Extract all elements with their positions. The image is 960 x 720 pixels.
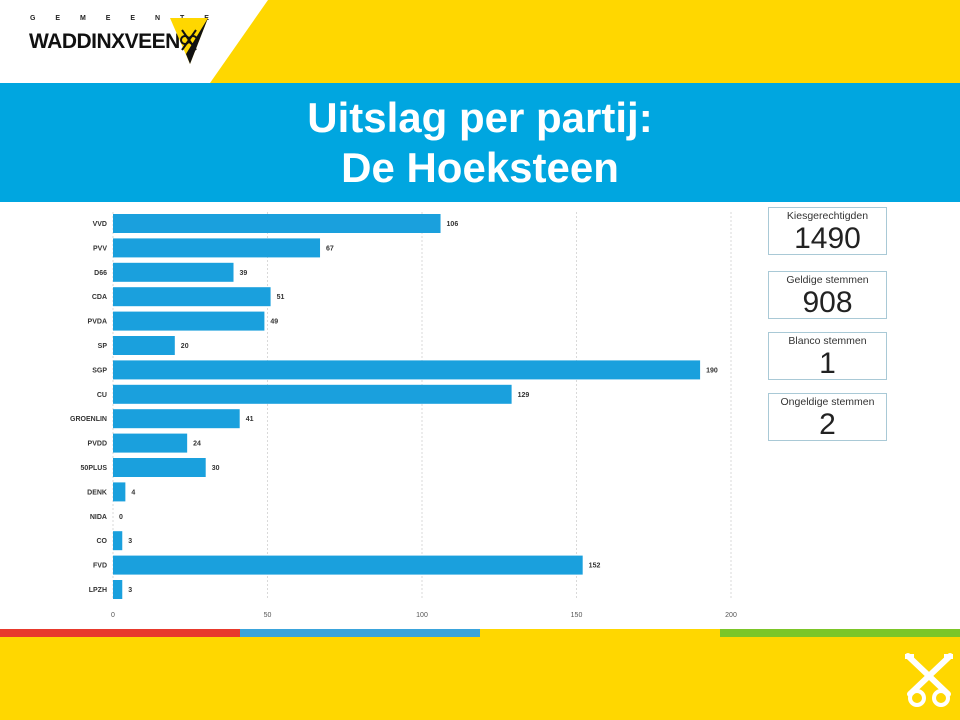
logo-gemeente-text: G E M E E N T E <box>30 15 218 22</box>
kpi-value: 2 <box>819 408 836 441</box>
category-label: PVDD <box>88 441 107 448</box>
data-label: 106 <box>447 221 459 228</box>
bar-d66 <box>113 262 234 282</box>
data-label: 24 <box>193 441 201 448</box>
data-label: 39 <box>240 270 248 277</box>
category-label: LPZH <box>89 587 107 594</box>
category-label: GROENLIN <box>70 416 107 423</box>
x-tick-label: 0 <box>111 612 115 619</box>
category-label: NIDA <box>90 514 107 521</box>
data-label: 4 <box>131 489 135 496</box>
data-label: 30 <box>212 465 220 472</box>
bar-lpzh <box>113 580 123 599</box>
title-band: Uitslag per partij: De Hoeksteen <box>0 83 960 202</box>
kpi-value: 1 <box>819 347 836 380</box>
bar-sp <box>113 336 175 355</box>
kpi-card-geldige-stemmen: Geldige stemmen 908 <box>768 271 887 319</box>
category-label: D66 <box>94 270 107 277</box>
data-label: 3 <box>128 538 132 545</box>
x-tick-label: 100 <box>416 612 428 619</box>
footer-yellow-area <box>0 637 960 720</box>
category-label: DENK <box>87 489 107 496</box>
kpi-card-blanco-stemmen: Blanco stemmen 1 <box>768 332 887 380</box>
bar-pvdd <box>113 433 188 453</box>
category-label: CO <box>97 538 108 545</box>
category-label: PVV <box>93 245 107 252</box>
kpi-value: 1490 <box>794 222 861 255</box>
slide-title: Uitslag per partij: <box>307 94 653 141</box>
category-label: CU <box>97 392 107 399</box>
footer-color-stripe <box>0 629 960 637</box>
data-label: 67 <box>326 245 334 252</box>
header-yellow-shape <box>210 0 960 83</box>
bar-co <box>113 531 123 551</box>
data-label: 51 <box>277 294 285 301</box>
bar-fvd <box>113 555 583 575</box>
bar-denk <box>113 482 126 502</box>
category-label: SP <box>98 343 108 350</box>
data-label: 129 <box>518 392 530 399</box>
kpi-label: Kiesgerechtigden <box>786 210 869 222</box>
category-label: SGP <box>92 367 107 374</box>
kpi-label: Blanco stemmen <box>788 335 867 347</box>
category-label: FVD <box>93 563 107 570</box>
stripe-green <box>720 629 960 637</box>
data-label: 20 <box>181 343 189 350</box>
kpi-value: 908 <box>802 286 853 319</box>
x-tick-label: 200 <box>725 612 737 619</box>
logo-shield-icon <box>170 18 208 64</box>
slide-subtitle: De Hoeksteen <box>341 144 619 191</box>
bar-cu <box>113 384 512 404</box>
bar-50plus <box>113 458 206 477</box>
data-label: 3 <box>128 587 132 594</box>
x-tick-label: 50 <box>264 612 272 619</box>
kpi-card-ongeldige-stemmen: Ongeldige stemmen 2 <box>768 393 887 441</box>
stripe-blue <box>240 629 480 637</box>
category-label: PVDA <box>88 319 107 326</box>
stripe-red <box>0 629 240 637</box>
bar-sgp <box>113 360 701 380</box>
bar-pvv <box>113 238 321 258</box>
kpi-label: Ongeldige stemmen <box>780 396 875 408</box>
bar-groenlin <box>113 409 240 429</box>
category-label: CDA <box>92 294 107 301</box>
bar-vvd <box>113 214 441 233</box>
data-label: 41 <box>246 416 254 423</box>
crossed-keys-icon <box>905 653 953 707</box>
category-label: 50PLUS <box>81 465 108 472</box>
category-label: VVD <box>93 221 107 228</box>
bar-pvda <box>113 311 265 331</box>
bar-cda <box>113 287 271 307</box>
kpi-card-kiesgerechtigden: Kiesgerechtigden 1490 <box>768 207 887 255</box>
stripe-yellow <box>480 629 720 637</box>
data-label: 0 <box>119 514 123 521</box>
data-label: 190 <box>706 367 718 374</box>
data-label: 152 <box>589 563 601 570</box>
kpi-label: Geldige stemmen <box>786 274 869 286</box>
logo-municipality-name: WADDINXVEEN <box>29 30 180 53</box>
x-tick-label: 150 <box>571 612 583 619</box>
data-label: 49 <box>270 319 278 326</box>
